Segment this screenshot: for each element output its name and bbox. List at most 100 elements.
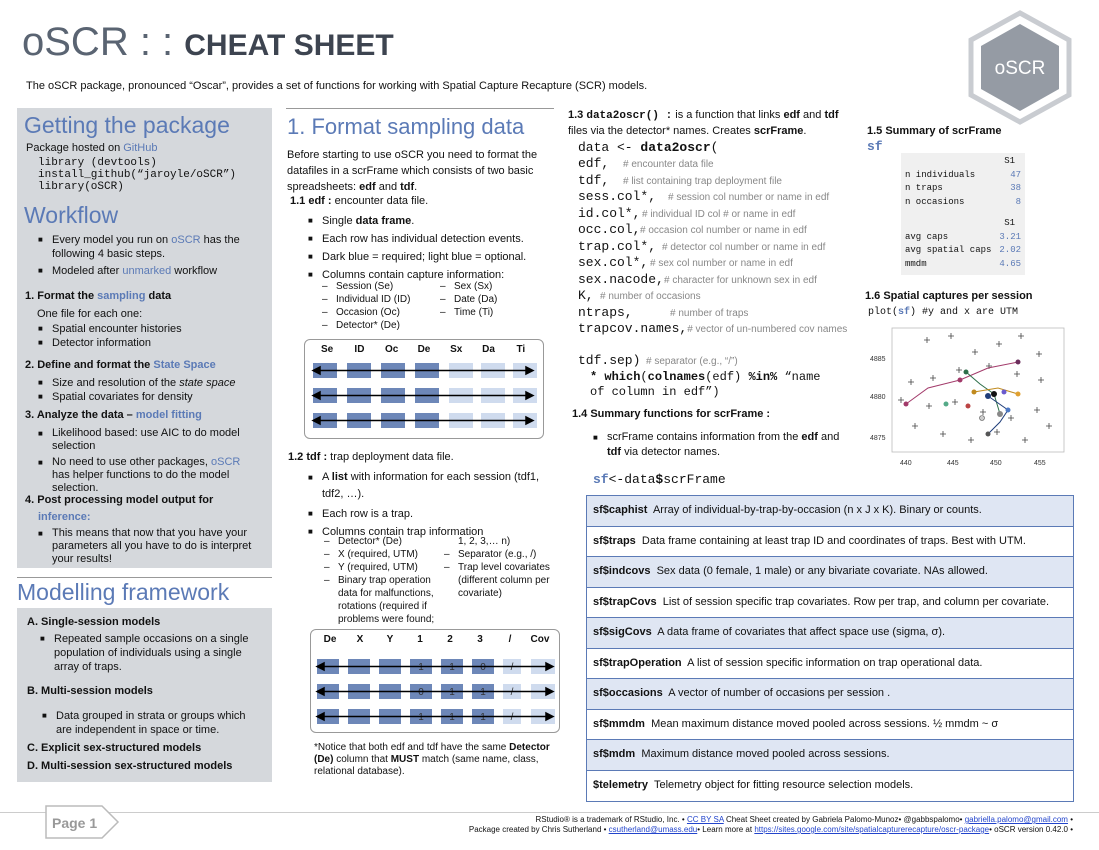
edf-col-item: Occasion (Oc) [322,306,447,319]
tdf-cell: / [511,712,514,723]
tdf-cell: 1 [418,712,424,723]
license-link[interactable]: CC BY SA [686,815,724,824]
arg-row: sex.nacode,# character for unknown sex i… [578,271,817,287]
edf-col-head: Sx [450,344,463,355]
spatial-title: 1.6 Spatial captures per session [865,290,1033,302]
hosted-prefix: Package hosted on [26,142,124,154]
step2-item: Size and resolution of the state space [38,376,258,390]
edf-cols-left: Session (Se) Individual ID (ID) Occasion… [322,280,447,332]
model-b-item: Data grouped in strata or groups which a… [42,709,257,737]
arg-row: ntraps, # number of traps [578,304,749,320]
code-line: library (devtools) [38,157,157,169]
model-fitting-link[interactable]: model fitting [135,409,202,421]
spatial-code: plot(sf) #y and x are UTM [868,307,1019,318]
tdf-cell: 1 [449,662,455,673]
edf-bullet: Columns contain capture information: [308,268,558,282]
summary-row: mmdm 4.65 [905,258,1021,269]
table-row: sf$indcovs Sex data (0 female, 1 male) o… [587,557,1073,588]
summary-row: avg spatial caps 2.02 [905,245,1021,255]
edf-diagram: Se ID Oc De Sx Da Ti [304,339,544,439]
tdf-cell: 1 [418,662,424,673]
model-c-title: C. Explicit sex-structured models [27,742,202,754]
edf-col-item: Time (Ti) [440,306,550,319]
step2-item: Spatial covariates for density [38,390,258,404]
tdf-cell: 1 [480,712,486,723]
modelling-rule [17,577,272,578]
unmarked-link[interactable]: unmarked [122,265,172,277]
summary-row: n traps 38 [905,183,1021,193]
edf-col-head: ID [354,344,365,355]
summary-row: avg caps 3.21 [905,231,1021,242]
model-d-title: D. Multi-session sex-structured models [27,760,233,772]
summary-row: n occasions 8 [905,196,1021,207]
tdf-col-head: 3 [477,634,483,645]
tdf-col-head: 1 [417,634,423,645]
x-tick: 455 [1034,460,1046,467]
state-space-link[interactable]: State Space [153,359,216,371]
tdf-title: 1.2 tdf : trap deployment data file. [288,451,454,463]
step4-item: This means that now that you have your p… [38,527,258,566]
edf-col-item: Detector* (De) [322,319,447,332]
inference-link[interactable]: inference: [38,511,91,523]
edf-bullet: Dark blue = required; light blue = optio… [308,250,558,264]
author-email-link[interactable]: gabriella.palomo@gmail.com [964,815,1068,824]
table-row: sf$trapOperation A list of session speci… [587,648,1073,679]
table-row: sf$trapCovs List of session specific tra… [587,587,1073,618]
arg-row: trapcov.names,# vector of un-numbered co… [578,321,848,336]
hosted-line: Package hosted on GitHub [26,142,158,154]
edf-col-head: Da [482,344,495,355]
intro-text: The oSCR package, pronounced “Oscar”, pr… [26,80,648,92]
workflow-heading: Workflow [24,202,119,228]
which-note: * which(colnames(edf) %in% “name of colu… [590,370,821,399]
summary-items: scrFrame contains information from the e… [593,430,843,463]
arg-row: trap.col*, # detector col number or name … [578,238,826,254]
tdf-col-item: Trap level covariates (different column … [444,561,562,600]
table-row: sf$sigCovs A data frame of covariates th… [587,618,1073,649]
oscr-link[interactable]: oSCR [171,234,201,246]
model-a-title: A. Single-session models [27,616,161,628]
edf-diagram-rows [311,363,537,428]
step4-title: 4. Post processing model output for [25,494,214,506]
tdf-cell: 0 [418,687,424,698]
tdf-col-head: Cov [530,634,550,645]
x-tick: 445 [947,460,959,467]
format-intro: Before starting to use oSCR you need to … [287,149,538,193]
scr-summary-title: 1.5 Summary of scrFrame [867,125,1002,137]
tdf-cell: 1 [480,687,486,698]
format-rule [286,108,554,109]
table-row: sf$traps Data frame containing at least … [587,526,1073,557]
package-email-link[interactable]: csutherland@umass.edu [608,825,698,834]
install-code: library (devtools) install_github(“jaroy… [38,157,236,193]
tdf-col-item: Separator (e.g., /) [444,548,562,561]
model-a-items: Repeated sample occasions on a single po… [40,632,255,677]
footer-line-1: RStudio® is a trademark of RStudio, Inc.… [535,815,1073,824]
logo-text: oSCR [995,58,1046,79]
github-link[interactable]: GitHub [123,142,158,154]
notice-text: *Notice that both edf and tdf have the s… [314,742,550,777]
edf-col-item: Date (Da) [440,293,550,306]
arg-row: id.col*, # individual ID col # or name in… [578,205,796,221]
oscr-link[interactable]: oSCR [211,456,241,468]
table-row: sf$mdm Maximum distance moved pooled acr… [587,740,1073,771]
summary-col-head: S1 [1004,156,1015,166]
table-row: sf$mmdm Mean maximum distance moved pool… [587,709,1073,740]
tdf-col-item: Y (required, UTM) [324,561,452,574]
code-line: library(oSCR) [38,181,124,193]
package-site-link[interactable]: https://sites.google.com/site/spatialcap… [754,825,990,834]
title-right: CHEAT SHEET [184,29,394,62]
data2oscr-args: edf, # encounter data file tdf, # list con… [578,156,853,370]
tdf-col-head: 2 [447,634,453,645]
edf-col-head: De [417,344,431,355]
sampling-link[interactable]: sampling [97,290,146,302]
tdf-cell: / [511,687,514,698]
summary-row: n individuals 47 [905,169,1021,180]
table-row: sf$occasions A vector of number of occas… [587,679,1073,710]
sf-assign: sf<-data$scrFrame [593,472,726,487]
tdf-diagram-rows: 1 1 0 / 0 1 1 / 1 1 1 / [315,659,555,724]
edf-col-head: Ti [516,344,526,355]
arg-row: tdf, # list containing trap deployment fi… [578,172,782,188]
summary-col-head: S1 [1004,218,1015,228]
tdf-cell: / [511,662,514,673]
data2oscr-call: data <- data2oscr( [578,140,719,155]
spatial-captures-plot: 4885 4880 4875 440 445 450 455 [870,327,1065,467]
